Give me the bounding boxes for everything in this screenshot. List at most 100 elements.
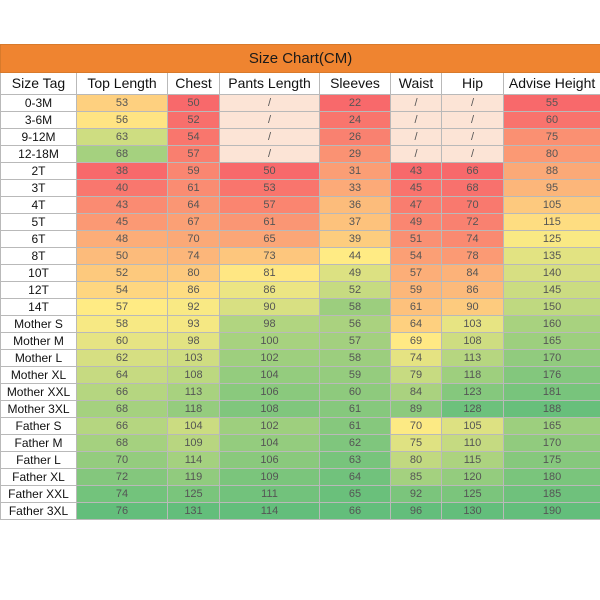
top-length-cell: 76 (76, 502, 168, 520)
advise-height-cell: 105 (502, 196, 600, 214)
chest-cell: 98 (167, 332, 220, 350)
pants-length-cell: 114 (219, 502, 320, 520)
waist-cell: 84 (390, 383, 442, 401)
waist-cell: 79 (390, 366, 442, 384)
size-tag-cell: 12T (0, 281, 77, 299)
pants-length-cell: 90 (219, 298, 320, 316)
sleeves-cell: 36 (319, 196, 391, 214)
top-length-cell: 62 (76, 349, 168, 367)
waist-cell: 74 (390, 349, 442, 367)
pants-length-cell: 50 (219, 162, 320, 180)
table-row: Father 3XL 76 131 114 66 96 130 190 (0, 502, 600, 520)
waist-cell: 80 (390, 451, 442, 469)
top-length-cell: 40 (76, 179, 168, 197)
pants-length-cell: 86 (219, 281, 320, 299)
top-length-cell: 72 (76, 468, 168, 486)
advise-height-cell: 75 (502, 128, 600, 146)
sleeves-cell: 29 (319, 145, 391, 163)
chest-cell: 92 (167, 298, 220, 316)
chest-cell: 59 (167, 162, 220, 180)
pants-length-cell: 111 (219, 485, 320, 503)
hip-cell: / (441, 128, 504, 146)
table-row: 0-3M 53 50/22//55 (0, 94, 600, 112)
hip-cell: 66 (441, 162, 504, 180)
waist-cell: 57 (390, 264, 442, 282)
hip-cell: 103 (441, 315, 504, 333)
chest-cell: 103 (167, 349, 220, 367)
waist-cell: 70 (390, 417, 442, 435)
sleeves-cell: 37 (319, 213, 391, 231)
sleeves-cell: 44 (319, 247, 391, 265)
advise-height-cell: 145 (502, 281, 600, 299)
pants-length-cell: 104 (219, 366, 320, 384)
size-tag-cell: 2T (0, 162, 77, 180)
pants-length-cell: / (219, 111, 320, 129)
size-tag-cell: 3-6M (0, 111, 77, 129)
size-tag-cell: Mother XL (0, 366, 77, 384)
waist-cell: / (390, 145, 442, 163)
table-row: Mother M 60 98 100 57 69 108 165 (0, 332, 600, 350)
sleeves-cell: 24 (319, 111, 391, 129)
size-tag-cell: 8T (0, 247, 77, 265)
size-tag-cell: Father L (0, 451, 77, 469)
advise-height-cell: 80 (502, 145, 600, 163)
advise-height-cell: 170 (502, 349, 600, 367)
size-tag-cell: 0-3M (0, 94, 77, 112)
advise-height-cell: 60 (502, 111, 600, 129)
chest-cell: 109 (167, 434, 220, 452)
sleeves-cell: 66 (319, 502, 391, 520)
advise-height-cell: 181 (502, 383, 600, 401)
chest-cell: 54 (167, 128, 220, 146)
advise-height-cell: 135 (502, 247, 600, 265)
advise-height-cell: 175 (502, 451, 600, 469)
top-length-cell: 58 (76, 315, 168, 333)
hip-cell: 86 (441, 281, 504, 299)
table-row: 3T 40 61 53 33 45 68 95 (0, 179, 600, 197)
advise-height-cell: 165 (502, 332, 600, 350)
advise-height-cell: 125 (502, 230, 600, 248)
top-length-cell: 48 (76, 230, 168, 248)
hip-cell: 108 (441, 332, 504, 350)
table-row: Father XL 72 119 109 64 85 120 180 (0, 468, 600, 486)
waist-cell: 64 (390, 315, 442, 333)
pants-length-cell: 109 (219, 468, 320, 486)
hip-cell: 128 (441, 400, 504, 418)
hip-cell: / (441, 111, 504, 129)
hip-cell: 105 (441, 417, 504, 435)
table-row: Father XXL 74 125 111 65 92 125 185 (0, 485, 600, 503)
sleeves-cell: 39 (319, 230, 391, 248)
chest-cell: 52 (167, 111, 220, 129)
advise-height-cell: 115 (502, 213, 600, 231)
size-tag-cell: 12-18M (0, 145, 77, 163)
waist-cell: / (390, 94, 442, 112)
waist-cell: 45 (390, 179, 442, 197)
pants-length-cell: 108 (219, 400, 320, 418)
size-tag-cell: 6T (0, 230, 77, 248)
top-length-cell: 66 (76, 383, 168, 401)
table-row: 9-12M 63 54/26//75 (0, 128, 600, 146)
waist-cell: 47 (390, 196, 442, 214)
size-tag-cell: Father 3XL (0, 502, 77, 520)
chest-cell: 61 (167, 179, 220, 197)
chest-cell: 50 (167, 94, 220, 112)
pants-length-cell: 61 (219, 213, 320, 231)
header-row: Size Tag Top Length Chest Pants Length Sleev… (0, 72, 600, 95)
sleeves-cell: 22 (319, 94, 391, 112)
chest-cell: 113 (167, 383, 220, 401)
size-tag-cell: Mother M (0, 332, 77, 350)
pants-length-cell: 53 (219, 179, 320, 197)
chest-cell: 119 (167, 468, 220, 486)
top-length-cell: 53 (76, 94, 168, 112)
pants-length-cell: 102 (219, 349, 320, 367)
column-header-sleeves: Sleeves (319, 72, 391, 95)
advise-height-cell: 180 (502, 468, 600, 486)
chest-cell: 57 (167, 145, 220, 163)
advise-height-cell: 160 (502, 315, 600, 333)
advise-height-cell: 190 (502, 502, 600, 520)
pants-length-cell: 81 (219, 264, 320, 282)
size-tag-cell: Mother XXL (0, 383, 77, 401)
chest-cell: 93 (167, 315, 220, 333)
table-row: 2T 38 59 50 31 43 66 88 (0, 162, 600, 180)
size-tag-cell: 4T (0, 196, 77, 214)
waist-cell: / (390, 128, 442, 146)
